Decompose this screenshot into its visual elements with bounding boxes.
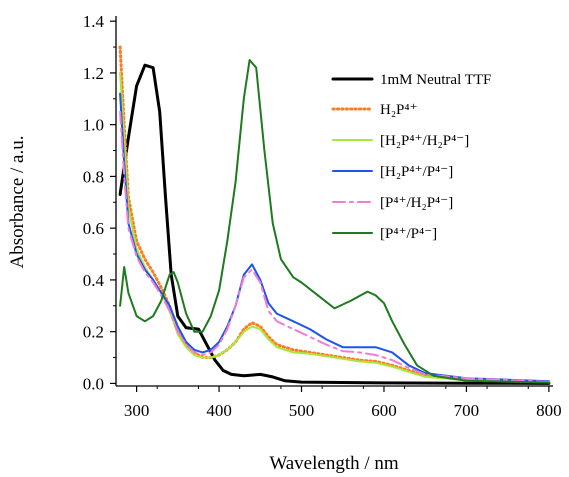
legend: 1mM Neutral TTF H₂P⁴⁺ [H₂P⁴⁺/H₂P⁴⁻] [H₂P⁴⁺/… [331, 72, 491, 242]
legend-label: 1mM Neutral TTF [380, 72, 491, 88]
legend-label: [P⁴⁺/P⁴⁻] [380, 226, 437, 242]
y-axis-title: Absorbance / a.u. [7, 136, 28, 269]
y-tick-label: 1.0 [83, 116, 104, 135]
y-tick-label: 0.2 [83, 323, 104, 342]
x-tick-label: 300 [124, 401, 150, 420]
series-line [119, 71, 550, 384]
x-tick-label: 800 [536, 401, 562, 420]
x-tick-label: 500 [289, 401, 315, 420]
series-line [119, 59, 550, 384]
y-tick-label: 0.4 [83, 271, 105, 290]
x-tick-label: 400 [206, 401, 232, 420]
legend-label: [H₂P⁴⁺/P⁴⁻] [380, 164, 453, 180]
series-layer [118, 45, 551, 385]
series-line [119, 110, 550, 383]
legend-label: [P⁴⁺/H₂P⁴⁻] [380, 195, 453, 211]
y-tick-label: 0.8 [83, 167, 104, 186]
legend-label: [H₂P⁴⁺/H₂P⁴⁻] [380, 133, 469, 149]
y-tick-label: 0.6 [83, 219, 104, 238]
y-tick-label: 1.4 [83, 12, 105, 31]
x-axis-title: Wavelength / nm [269, 453, 399, 474]
series-line [118, 45, 551, 384]
y-tick-label: 0.0 [83, 374, 104, 393]
y-tick-label: 1.2 [83, 64, 104, 83]
series-line [118, 63, 551, 385]
x-tick-label: 700 [454, 401, 480, 420]
series-line [119, 92, 550, 383]
legend-label: H₂P⁴⁺ [380, 102, 418, 118]
x-tick-label: 600 [371, 401, 397, 420]
axes: 300 400 500 600 700 800 0.0 0.2 0.4 0.6 0.8 1.0 1.2 1… [83, 12, 562, 420]
